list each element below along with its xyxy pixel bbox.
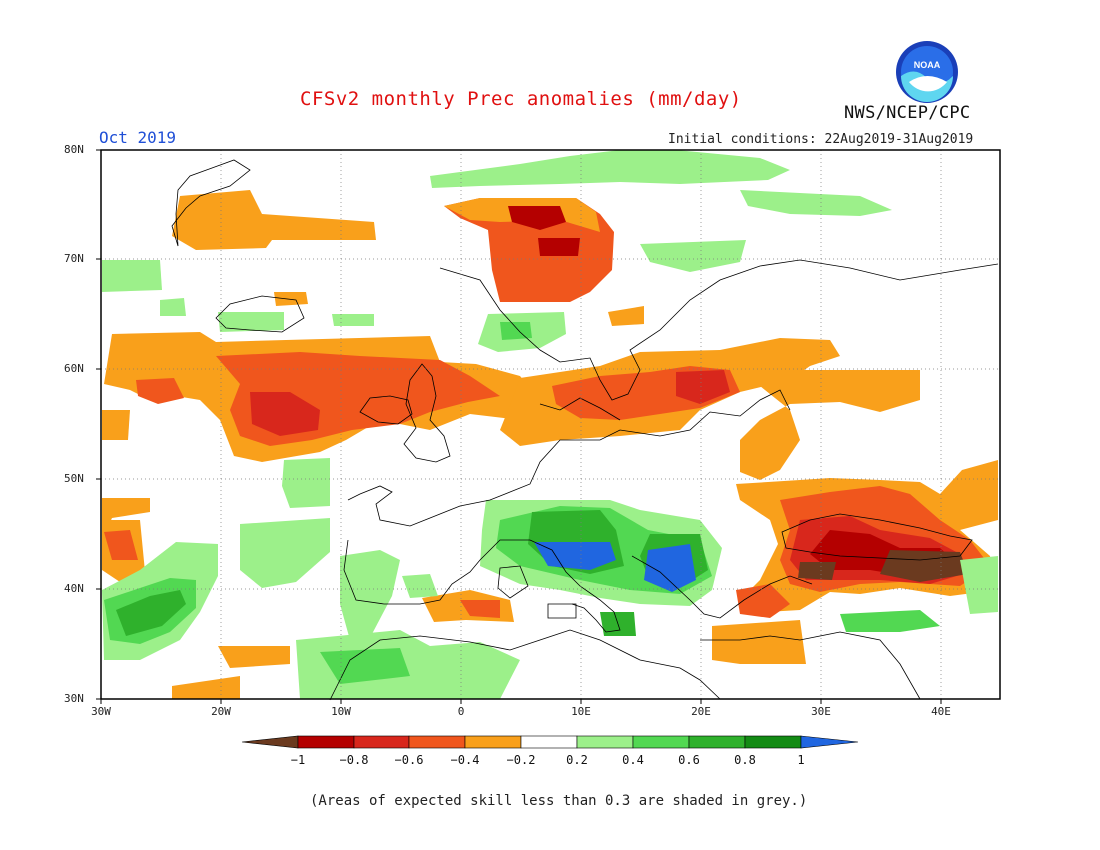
colorbar-swatch-02 [576, 735, 634, 749]
colorbar-swatch-gt-1 [800, 735, 859, 749]
lat-label-30n: 30N [64, 692, 84, 705]
colorbar-swatch-neutral [520, 735, 578, 749]
lat-label-60n: 60N [64, 362, 84, 375]
colorbar-label: −0.8 [339, 753, 369, 767]
colorbar-swatch-04 [632, 735, 690, 749]
noaa-logo-text: NOAA [914, 60, 941, 70]
agency-label: NWS/NCEP/CPC [844, 103, 971, 123]
colorbar-label: 0.8 [734, 753, 756, 767]
colorbar-label: −1 [290, 753, 306, 767]
map-frame [100, 149, 1001, 700]
lon-label-20w: 20W [211, 705, 231, 718]
forecast-month: Oct 2019 [99, 128, 177, 147]
colorbar-swatch-lt-minus1 [241, 735, 299, 749]
lon-label-10e: 10E [571, 705, 591, 718]
colorbar-swatch-08 [744, 735, 802, 749]
lon-label-0: 0 [457, 705, 465, 718]
colorbar-label: 1 [797, 753, 805, 767]
lon-label-30e: 30E [811, 705, 831, 718]
lat-label-80n: 80N [64, 143, 84, 156]
lat-label-50n: 50N [64, 472, 84, 485]
skill-footnote: (Areas of expected skill less than 0.3 a… [310, 793, 808, 809]
colorbar-label: −0.4 [450, 753, 480, 767]
lat-label-70n: 70N [64, 252, 84, 265]
noaa-logo-icon: NOAA [896, 41, 958, 103]
colorbar-swatch-minus04 [408, 735, 466, 749]
lon-label-30w: 30W [91, 705, 111, 718]
dry-anomaly-areas [102, 190, 998, 699]
colorbar-swatch-minus02 [464, 735, 522, 749]
lon-label-40e: 40E [931, 705, 951, 718]
colorbar-swatch-minus08 [297, 735, 355, 749]
colorbar-swatch-minus06 [353, 735, 410, 749]
colorbar-label: −0.2 [506, 753, 536, 767]
lon-label-10w: 10W [331, 705, 351, 718]
colorbar-label: 0.2 [566, 753, 588, 767]
wet-anomaly-areas [102, 150, 998, 699]
coastlines [171, 159, 999, 701]
colorbar-label: −0.6 [394, 753, 424, 767]
initial-conditions: Initial conditions: 22Aug2019-31Aug2019 [668, 132, 974, 147]
lon-label-20e: 20E [691, 705, 711, 718]
colorbar-label: 0.6 [678, 753, 700, 767]
lat-label-40n: 40N [64, 582, 84, 595]
chart-title: CFSv2 monthly Prec anomalies (mm/day) [300, 88, 742, 110]
colorbar-label: 0.4 [622, 753, 644, 767]
colorbar-swatch-06 [688, 735, 746, 749]
